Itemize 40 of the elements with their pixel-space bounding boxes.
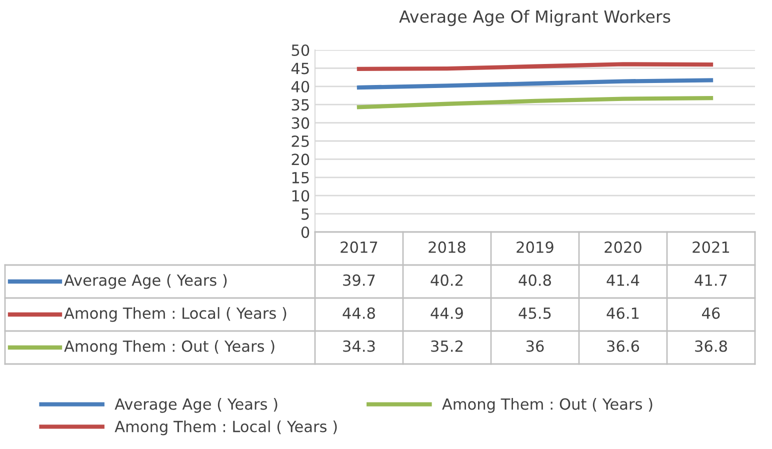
data-label: 44.8 [342,307,375,319]
data-label: 36.6 [607,340,640,352]
y-tick-label: 25 [292,135,309,148]
data-label: 46.1 [606,307,639,319]
y-tick-label: 45 [291,62,309,74]
y-tick-label: 10 [292,190,310,202]
data-label: 36.8 [695,340,727,352]
text: Among Them : Local ( Years ) [114,420,337,436]
line-series [356,78,714,90]
text: Among Them : Out ( Years ) [442,398,652,413]
data-label: 36 [526,340,544,352]
x-tick-label: 2020 [604,241,642,253]
data-label: 41.4 [606,274,640,286]
line-series [356,96,714,110]
data-label: 41.7 [694,274,727,286]
y-tick-label: 5 [302,208,309,220]
data-label: 40.8 [518,274,551,286]
y-tick-label: 50 [292,44,310,56]
data-label: 40.2 [430,274,462,286]
legend-label: Among Them : Local ( Years ) [64,307,286,322]
y-tick-label: 0 [301,226,310,238]
legend-label: Among Them : Out ( Years ) [64,340,274,355]
data-label: 45.5 [518,308,551,319]
data-label: 34.3 [343,340,375,352]
y-tick-label: 15 [292,172,309,184]
data-label: 44.9 [430,307,463,319]
y-tick-label: 30 [292,117,310,129]
data-label: 46 [702,307,720,319]
x-tick-label: 2018 [428,241,466,253]
y-tick-label: 35 [292,99,309,111]
y-tick-label: 40 [291,80,310,92]
chart-title: Average Age Of Migrant Workers [399,10,670,26]
x-tick-label: 2019 [516,241,554,253]
legend-label: Average Age ( Years ) [64,274,227,289]
y-tick-label: 20 [292,154,310,166]
text: Average Age ( Years ) [114,398,278,413]
x-tick-label: 2021 [692,241,730,253]
data-label: 35.2 [431,340,462,352]
x-tick-label: 2017 [340,241,378,253]
data-label: 39.7 [343,274,375,286]
